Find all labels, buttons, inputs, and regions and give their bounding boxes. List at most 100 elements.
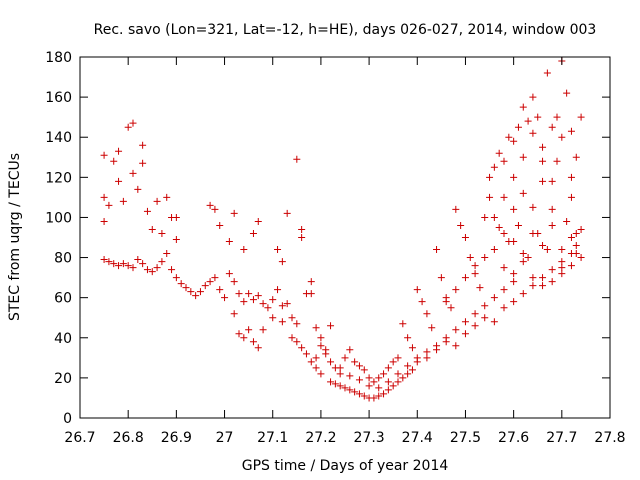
- data-point: [240, 334, 248, 342]
- data-point: [524, 254, 532, 262]
- data-point: [389, 358, 397, 366]
- data-point: [158, 229, 166, 237]
- data-point: [346, 386, 354, 394]
- data-point: [394, 378, 402, 386]
- data-point: [172, 213, 180, 221]
- data-point: [510, 137, 518, 145]
- data-point: [168, 266, 176, 274]
- data-point: [370, 378, 378, 386]
- data-point: [254, 344, 262, 352]
- data-point: [355, 376, 363, 384]
- data-point: [452, 286, 460, 294]
- data-point: [500, 157, 508, 165]
- data-point: [548, 278, 556, 286]
- data-point: [380, 370, 388, 378]
- data-point: [129, 264, 137, 272]
- data-point: [423, 354, 431, 362]
- x-tick-label: 27.2: [305, 430, 336, 446]
- data-point: [302, 350, 310, 358]
- data-point: [240, 246, 248, 254]
- x-tick-label: 27.6: [498, 430, 529, 446]
- x-axis-label: GPS time / Days of year 2014: [242, 458, 449, 474]
- data-point: [269, 314, 277, 322]
- data-point: [399, 374, 407, 382]
- data-point: [394, 370, 402, 378]
- data-point: [134, 256, 142, 264]
- data-point: [548, 266, 556, 274]
- x-tick-label: 27.8: [594, 430, 625, 446]
- data-point: [105, 258, 113, 266]
- data-point: [375, 392, 383, 400]
- data-point: [490, 246, 498, 254]
- data-point: [452, 205, 460, 213]
- data-point: [567, 234, 575, 241]
- data-point: [577, 254, 585, 262]
- data-point: [548, 123, 556, 131]
- data-point: [298, 234, 306, 241]
- data-point: [457, 221, 465, 229]
- x-tick-label: 27.7: [546, 430, 577, 446]
- data-point: [206, 278, 214, 286]
- data-point: [413, 358, 421, 366]
- data-point: [563, 217, 571, 225]
- data-point: [529, 129, 537, 137]
- data-point: [375, 384, 383, 392]
- data-point: [572, 250, 580, 258]
- data-point: [274, 286, 282, 294]
- data-point: [124, 123, 132, 131]
- data-point: [336, 382, 344, 390]
- data-point: [221, 294, 229, 302]
- data-point: [384, 386, 392, 394]
- data-point: [139, 260, 147, 268]
- data-point: [529, 229, 537, 237]
- data-point: [452, 342, 460, 350]
- data-point: [355, 362, 363, 370]
- data-point: [404, 334, 412, 342]
- data-point: [389, 382, 397, 390]
- data-point: [514, 221, 522, 229]
- data-point: [529, 93, 537, 101]
- data-point: [413, 286, 421, 294]
- data-point: [567, 262, 575, 270]
- data-point: [298, 225, 306, 233]
- y-tick-label: 40: [54, 331, 72, 347]
- tick-labels: 26.7 26.8 26.9 27 27.1 27.2 27.3 27.4 27.5 27.6 27…: [45, 50, 625, 446]
- data-point: [380, 390, 388, 398]
- data-point: [471, 310, 479, 318]
- data-point: [119, 260, 127, 268]
- data-point: [341, 354, 349, 362]
- data-point: [211, 205, 219, 213]
- data-point: [115, 262, 123, 270]
- data-point: [274, 246, 282, 254]
- data-point: [100, 193, 108, 201]
- data-point: [360, 392, 368, 400]
- x-tick-label: 27.5: [450, 430, 481, 446]
- y-tick-label: 180: [45, 50, 72, 66]
- data-point: [216, 286, 224, 294]
- data-point: [143, 207, 151, 215]
- data-point: [481, 254, 489, 262]
- data-point: [558, 264, 566, 272]
- data-point: [163, 250, 171, 258]
- data-point: [519, 153, 527, 161]
- data-point: [317, 370, 325, 378]
- data-point: [288, 334, 296, 342]
- x-tick-label: 27.1: [257, 430, 288, 446]
- data-point: [312, 354, 320, 362]
- data-point: [471, 322, 479, 330]
- data-point: [461, 274, 469, 282]
- x-tick-label: 26.9: [161, 430, 192, 446]
- data-point: [394, 354, 402, 362]
- data-point: [510, 270, 518, 278]
- data-point: [293, 320, 301, 328]
- data-point: [269, 296, 277, 304]
- data-point: [143, 266, 151, 274]
- data-point: [211, 274, 219, 282]
- data-point: [567, 127, 575, 135]
- data-point: [384, 378, 392, 386]
- data-point: [539, 282, 547, 290]
- data-point: [307, 290, 315, 298]
- data-point: [346, 372, 354, 380]
- data-point: [331, 380, 339, 388]
- data-point: [182, 284, 190, 292]
